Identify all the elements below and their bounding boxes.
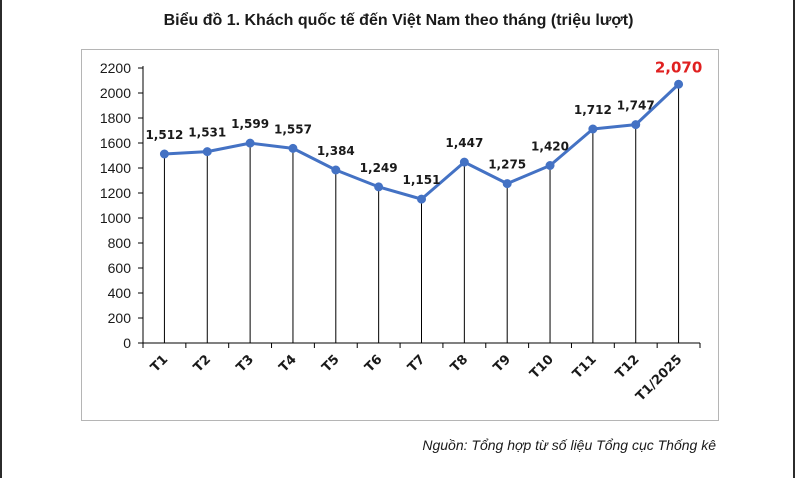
- x-tick-label: T8: [448, 352, 471, 375]
- data-point: [417, 194, 426, 204]
- data-label: 1,557: [274, 122, 312, 136]
- x-tick-label: T1/2025: [633, 352, 685, 404]
- x-tick-label: T7: [405, 352, 428, 375]
- data-point: [631, 120, 641, 130]
- left-page-border: [0, 0, 2, 478]
- chart-title: Biểu đồ 1. Khách quốc tế đến Việt Nam th…: [163, 12, 634, 29]
- x-tick-label: T11: [570, 352, 600, 382]
- data-label: 1,712: [574, 103, 612, 117]
- data-label: 1,275: [488, 158, 526, 172]
- data-point: [202, 147, 212, 157]
- right-page-border: [793, 0, 795, 478]
- data-point: [588, 124, 598, 134]
- source-note: Nguồn: Tổng hợp từ số liệu Tổng cục Thốn…: [422, 437, 716, 453]
- y-tick-label: 200: [108, 310, 132, 326]
- y-tick-label: 1600: [100, 135, 131, 151]
- x-tick-label: T6: [362, 352, 385, 375]
- y-tick-label: 1800: [100, 110, 131, 126]
- y-tick-label: 0: [123, 335, 131, 351]
- data-point: [288, 143, 298, 153]
- y-tick-label: 1000: [100, 210, 131, 226]
- x-tick-label: T12: [613, 352, 643, 382]
- data-point: [159, 149, 169, 159]
- data-point: [674, 79, 684, 89]
- data-label: 1,599: [231, 117, 269, 131]
- data-point: [459, 157, 469, 167]
- x-tick-label: T1: [148, 352, 171, 375]
- y-tick-label: 800: [108, 235, 132, 251]
- data-label: 1,249: [360, 161, 398, 175]
- data-label: 1,447: [445, 136, 483, 150]
- data-point: [245, 138, 255, 148]
- plot-frame: [81, 49, 719, 421]
- y-tick-label: 1400: [100, 160, 131, 176]
- data-point: [331, 165, 341, 175]
- data-label-highlight: 2,070: [655, 58, 702, 76]
- x-tick-label: T10: [527, 352, 557, 382]
- y-tick-label: 1200: [100, 185, 131, 201]
- x-tick-label: T9: [491, 352, 514, 375]
- data-label: 1,747: [617, 99, 655, 113]
- x-tick-label: T4: [277, 352, 300, 375]
- y-tick-label: 2000: [100, 85, 131, 101]
- y-tick-label: 400: [108, 285, 132, 301]
- y-tick-label: 2200: [100, 60, 131, 76]
- data-point: [545, 161, 555, 170]
- data-label: 1,151: [403, 173, 441, 187]
- data-point: [374, 182, 384, 192]
- x-tick-label: T5: [319, 352, 342, 375]
- x-tick-label: T2: [191, 352, 214, 375]
- x-tick-label: T3: [234, 352, 257, 375]
- y-tick-label: 600: [108, 260, 132, 276]
- data-label: 1,420: [531, 140, 569, 154]
- data-point: [502, 179, 512, 189]
- data-label: 1,512: [145, 128, 183, 142]
- data-label: 1,384: [317, 144, 355, 158]
- data-label: 1,531: [188, 126, 226, 140]
